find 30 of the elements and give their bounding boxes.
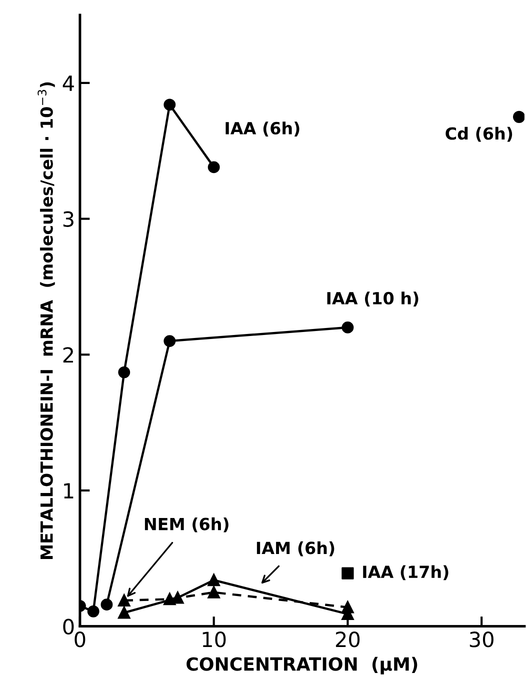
point <box>118 606 130 619</box>
y-tick-label: 2 <box>63 347 74 363</box>
y-tick-label: 3 <box>63 211 74 227</box>
annotation: Cd (6h) <box>446 126 512 142</box>
point <box>118 594 130 606</box>
point <box>87 605 100 618</box>
point <box>208 586 220 598</box>
y-tick-label: 1 <box>64 483 74 498</box>
y-tick-label: 4 <box>62 76 74 91</box>
annotation: IAA (10 h) <box>327 292 418 306</box>
y-axis-title: METALLOTHIONEIN-I mRNA (molecules/cell · 10$^{−3}$) <box>38 82 55 559</box>
point <box>100 598 113 611</box>
x-axis-title: CONCENTRATION (μM) <box>186 656 418 674</box>
point <box>118 366 130 378</box>
point <box>164 98 176 111</box>
annotation: NEM (6h) <box>144 517 228 532</box>
x-tick-label: 20 <box>336 632 360 648</box>
annotation: IAA (6h) <box>226 122 300 136</box>
y-tick-label: 0 <box>63 618 74 635</box>
x-tick-label: 10 <box>202 632 226 648</box>
annotation: IAM (6h) <box>256 541 334 556</box>
point <box>512 110 524 123</box>
point <box>208 574 220 586</box>
point <box>164 335 176 348</box>
annotation: IAA (17h) <box>363 565 448 580</box>
x-tick-label: 0 <box>74 632 86 648</box>
point <box>342 321 354 334</box>
point <box>342 567 354 580</box>
x-tick-label: 30 <box>470 632 494 648</box>
point <box>208 161 220 174</box>
